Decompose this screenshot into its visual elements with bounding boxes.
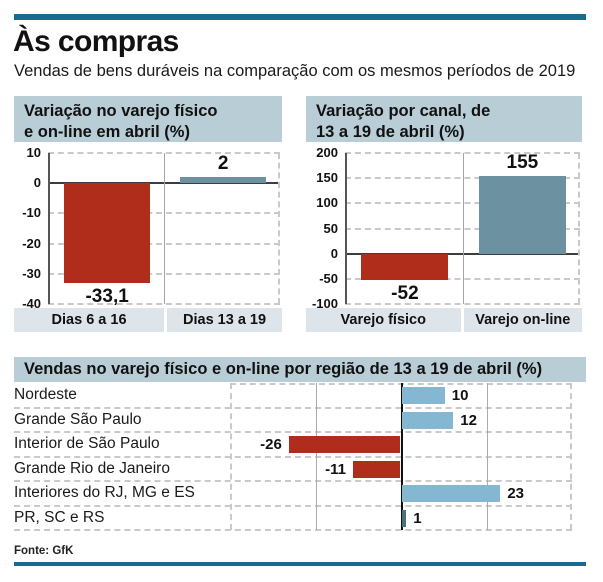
- bar-value-label: -26: [260, 436, 282, 453]
- plot-right-border: [578, 153, 580, 304]
- bottom-rule: [14, 562, 586, 566]
- page-subtitle: Vendas de bens duráveis na comparação co…: [14, 62, 576, 80]
- x-gridline-20: [486, 383, 488, 530]
- page-title: Às compras: [13, 25, 179, 58]
- bar-Interiores do RJ, MG e ES: [402, 485, 501, 502]
- column-divider-line: [164, 153, 165, 304]
- category-band-varejo-abril: Dias 6 a 16 Dias 13 a 19: [14, 308, 282, 332]
- chart-title-por-canal: Variação por canal, de 13 a 19 de abril …: [306, 96, 582, 142]
- bar-value-label: -11: [325, 460, 346, 478]
- bar-Grande Rio de Janeiro: [352, 460, 400, 478]
- plot-right-border: [278, 153, 280, 304]
- bar-value-label: -33,1: [85, 286, 129, 308]
- plot-por-regiao: Nordeste 10 Grande São Paulo 12 Interior de …: [14, 383, 572, 531]
- bar-value-label: 1: [413, 509, 422, 527]
- y-tick-label: -50: [319, 270, 338, 286]
- x-gridline--40: [230, 383, 232, 530]
- category-band-por-canal: Varejo físico Varejo on-line: [306, 308, 582, 332]
- x-gridline--20: [315, 383, 317, 530]
- bar-PR, SC e RS: [402, 509, 407, 527]
- y-tick-label: 50: [323, 220, 338, 236]
- y-tick-label: 0: [330, 245, 338, 261]
- row-separator: [14, 431, 572, 433]
- chart-title-por-regiao: Vendas no varejo físico e on-line por re…: [14, 357, 586, 382]
- row-separator: [14, 455, 572, 458]
- y-tick-label: -20: [22, 235, 41, 251]
- row-separator: [14, 480, 572, 482]
- gridline--100: [345, 303, 580, 305]
- bar-Varejo on-line: [478, 175, 566, 254]
- bar-Varejo físico: [361, 253, 449, 280]
- y-tick-label: -30: [22, 265, 41, 281]
- category-label: Varejo on-line: [463, 308, 582, 332]
- plot-por-canal: 200 150 100 50 0 -50 -100 -52 155: [306, 145, 582, 311]
- bar-Grande São Paulo: [402, 411, 454, 429]
- region-label: PR, SC e RS: [14, 508, 105, 526]
- chart-card-varejo-abril: Variação no varejo físico e on-line em a…: [14, 96, 282, 332]
- y-tick-label: 0: [33, 175, 41, 191]
- y-tick-label: 150: [316, 170, 338, 186]
- top-rule: [14, 14, 586, 20]
- row-separator: [14, 406, 572, 409]
- bar-value-label: 155: [506, 151, 539, 173]
- row-separator: [14, 504, 572, 507]
- y-tick-label: -40: [22, 296, 41, 311]
- y-tick-label: -100: [311, 296, 338, 311]
- gridline--40: [48, 303, 280, 305]
- y-tick-label: 200: [316, 145, 338, 160]
- column-divider-line: [462, 153, 464, 304]
- y-tick-label: 100: [316, 195, 338, 211]
- bar-value-label: 10: [451, 387, 469, 404]
- region-label: Grande Rio de Janeiro: [14, 459, 170, 477]
- bar-value-label: 12: [460, 411, 477, 429]
- region-label: Nordeste: [14, 386, 77, 403]
- y-tick-label: -10: [22, 205, 41, 221]
- bar-value-label: 23: [507, 485, 524, 502]
- y-axis-line: [48, 153, 50, 304]
- category-label: Dias 6 a 16: [14, 308, 165, 332]
- source-note: Fonte: GfK: [14, 545, 74, 557]
- bar-value-label: -52: [391, 282, 419, 304]
- bar-Dias 6 a 16: [64, 183, 151, 284]
- chart-card-por-canal: Variação por canal, de 13 a 19 de abril …: [306, 96, 582, 332]
- bar-Interior de São Paulo: [288, 436, 400, 453]
- x-gridline-40: [570, 383, 572, 530]
- y-axis-line: [345, 153, 347, 304]
- plot-varejo-abril: 10 0 -10 -20 -30 -40 -33,1 2: [14, 145, 282, 311]
- bar-Dias 13 a 19: [180, 177, 267, 184]
- bar-value-label: 2: [217, 153, 229, 175]
- category-label: Dias 13 a 19: [167, 308, 282, 332]
- zero-axis-line: [401, 383, 403, 530]
- y-tick-label: 10: [26, 145, 41, 160]
- bar-Nordeste: [402, 387, 445, 404]
- region-label: Interiores do RJ, MG e ES: [14, 484, 195, 501]
- region-label: Interior de São Paulo: [14, 435, 160, 452]
- category-label: Varejo físico: [306, 308, 461, 332]
- chart-title-varejo-abril: Variação no varejo físico e on-line em a…: [14, 96, 282, 142]
- row-separator: [14, 529, 572, 531]
- region-label: Grande São Paulo: [14, 410, 142, 428]
